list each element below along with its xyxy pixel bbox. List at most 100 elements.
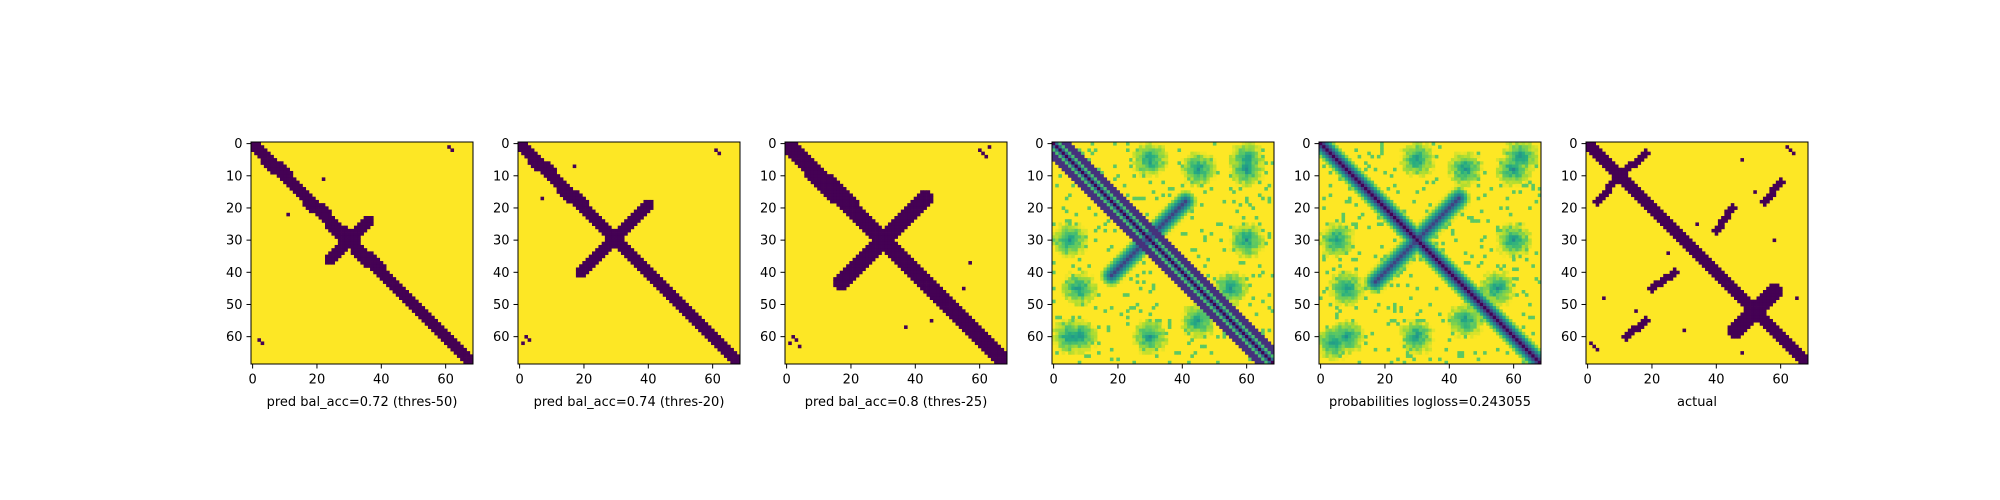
heatmap-cell [1052, 286, 1056, 291]
heatmap-cell [308, 203, 313, 207]
heatmap-cell [1328, 228, 1333, 233]
heatmap-cell [620, 222, 625, 226]
heatmap-cell [1138, 309, 1143, 313]
heatmap-cell [1241, 296, 1246, 300]
x-tick-label: 20 [576, 373, 593, 388]
heatmap-cell [1225, 315, 1230, 320]
heatmap-cell [379, 261, 384, 265]
heatmap-cell [1347, 161, 1352, 165]
heatmap-cell [370, 267, 374, 272]
heatmap-cell [1228, 296, 1233, 300]
heatmap-cell [939, 302, 943, 307]
heatmap-cell [1418, 145, 1423, 149]
heatmap-cell [1431, 219, 1436, 223]
heatmap-cell [1200, 299, 1204, 304]
heatmap-cell [1502, 251, 1506, 255]
heatmap-cell [1106, 273, 1111, 278]
heatmap-cell [1521, 225, 1526, 230]
heatmap-cell [1476, 170, 1481, 175]
heatmap-cell [1052, 325, 1056, 329]
heatmap-cell [1222, 302, 1227, 307]
heatmap-cell [1457, 177, 1461, 181]
heatmap-cell [1084, 354, 1088, 358]
heatmap-cell [887, 225, 892, 230]
heatmap-cell [1084, 235, 1088, 239]
heatmap-cell [1177, 273, 1182, 278]
heatmap-cell [408, 296, 413, 300]
heatmap-cell [1064, 283, 1069, 288]
heatmap-cell [1238, 154, 1243, 159]
heatmap-cell [878, 228, 882, 233]
heatmap-cell [1380, 151, 1384, 156]
heatmap-cell [556, 177, 561, 181]
heatmap-cell [379, 273, 384, 278]
heatmap-cell [546, 164, 551, 169]
heatmap-cell [1467, 183, 1471, 188]
heatmap-cell [1341, 177, 1346, 181]
heatmap-cell [1113, 264, 1117, 268]
heatmap-cell [1206, 302, 1210, 307]
heatmap-cell [1135, 331, 1140, 336]
heatmap-cell [910, 270, 915, 275]
heatmap-cell [1206, 174, 1210, 178]
heatmap-cell [788, 142, 792, 146]
y-tick-label: 10 [1027, 169, 1044, 184]
heatmap-cell [1434, 244, 1439, 249]
heatmap-cell [1383, 209, 1387, 214]
heatmap-cell [1518, 232, 1523, 236]
heatmap-cell [595, 261, 599, 265]
heatmap-cell [1138, 232, 1143, 236]
heatmap-cell [334, 257, 339, 262]
heatmap-cell [534, 161, 538, 165]
heatmap-cell [604, 248, 609, 252]
heatmap-cell [1126, 206, 1130, 210]
heatmap-cell [1409, 251, 1413, 255]
heatmap-cell [1200, 203, 1204, 207]
heatmap-cell [1441, 206, 1445, 210]
heatmap-cell [855, 264, 860, 268]
heatmap-cell [1193, 286, 1198, 291]
heatmap-cell [579, 199, 583, 204]
heatmap-cell [1158, 331, 1162, 336]
heatmap-cell [916, 206, 921, 210]
heatmap-cell [698, 325, 702, 329]
heatmap-cell [1338, 222, 1342, 226]
heatmap-cell [1093, 148, 1098, 152]
heatmap-cell [1402, 216, 1407, 220]
heatmap-cell [1171, 273, 1175, 278]
heatmap-cell [1418, 167, 1423, 172]
heatmap-cell [1386, 212, 1391, 217]
heatmap-cell [389, 277, 393, 281]
heatmap-cell [357, 254, 361, 259]
heatmap-cell [1434, 228, 1439, 233]
heatmap-cell [952, 318, 956, 323]
heatmap-cell [958, 306, 963, 310]
heatmap-cell [1200, 277, 1204, 281]
heatmap-cell [331, 216, 335, 220]
heatmap-cell [984, 338, 989, 342]
heatmap-cell [1431, 148, 1436, 152]
heatmap-cell [395, 286, 400, 291]
heatmap-cell [1254, 244, 1259, 249]
heatmap-cell [1203, 158, 1207, 162]
heatmap-cell [592, 212, 596, 217]
heatmap-cell [460, 344, 464, 349]
heatmap-cell [1106, 183, 1111, 188]
heatmap-cell [527, 161, 532, 165]
heatmap-cell [1080, 151, 1085, 156]
heatmap-cell [833, 280, 837, 284]
heatmap-cell [637, 212, 641, 217]
heatmap-cell [1138, 151, 1143, 156]
heatmap-cell [929, 283, 934, 288]
heatmap-cell [1431, 232, 1436, 236]
heatmap-cell [1409, 151, 1413, 156]
heatmap-cell [1335, 164, 1339, 169]
heatmap-cell [916, 277, 921, 281]
heatmap-cell [1235, 170, 1239, 175]
heatmap-cell [1154, 322, 1159, 326]
heatmap-cell [1245, 222, 1249, 226]
heatmap-cell [1071, 322, 1075, 326]
heatmap-cell [1058, 148, 1062, 152]
heatmap-cell [553, 167, 557, 172]
